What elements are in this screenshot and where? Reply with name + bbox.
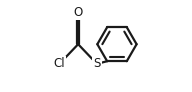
Text: S: S [93,57,101,70]
Text: Cl: Cl [54,57,65,70]
Text: O: O [74,6,83,19]
